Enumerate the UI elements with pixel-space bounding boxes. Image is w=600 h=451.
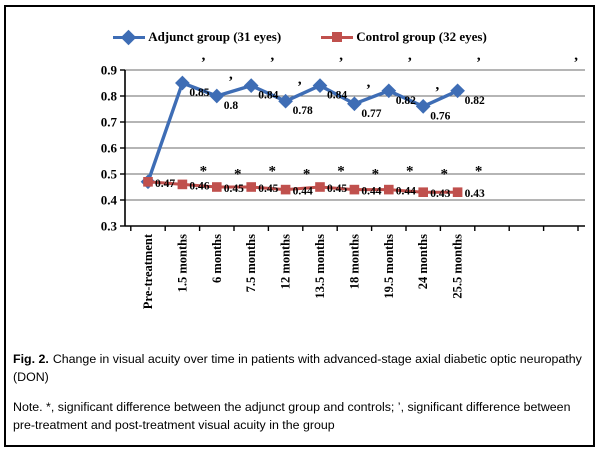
data-label: 0.84 <box>258 90 278 102</box>
x-tick-label: 18 months <box>347 234 361 289</box>
data-label: 0.44 <box>396 186 416 198</box>
significance-apostrophe: ’ <box>339 55 344 71</box>
data-label: 0.84 <box>327 90 347 102</box>
caption-text: Change in visual acuity over time in pat… <box>13 352 582 384</box>
data-label: 0.78 <box>293 105 313 117</box>
data-point-marker <box>143 177 153 187</box>
data-point-marker <box>415 99 431 114</box>
figure-caption: Fig. 2. Change in visual acuity over time… <box>13 351 587 386</box>
data-point-marker <box>246 182 256 192</box>
significance-asterisk: * <box>337 164 345 180</box>
data-point-marker <box>347 96 362 112</box>
legend-label: Adjunct group (31 eyes) <box>148 29 282 44</box>
significance-apostrophe: ’ <box>407 55 412 71</box>
x-tick-label: 13.5 months <box>313 234 327 299</box>
data-label: 0.45 <box>224 183 244 195</box>
caption-label: Fig. 2. <box>13 352 49 366</box>
data-point-marker <box>312 78 328 93</box>
data-point-marker <box>280 184 291 195</box>
significance-asterisk: * <box>234 167 242 183</box>
diamond-marker-icon <box>113 29 146 45</box>
y-tick-label: 0.4 <box>101 193 118 208</box>
square-marker-icon <box>321 32 354 42</box>
data-label: 0.77 <box>361 108 381 120</box>
data-label: 0.44 <box>361 186 381 198</box>
y-tick-label: 0.5 <box>101 167 118 182</box>
significance-asterisk: * <box>303 167 311 183</box>
data-label: 0.76 <box>430 110 450 122</box>
series-line-adjunct <box>146 81 459 183</box>
significance-asterisk: * <box>406 164 414 180</box>
legend-label: Control group (32 eyes) <box>356 29 487 44</box>
line-chart: 0.9 0.8 0.7 0.6 0.5 0.4 0.3 Pre-treatment 1.5 mo… <box>101 55 585 309</box>
x-tick-label: 1.5 months <box>175 234 189 292</box>
data-point-marker <box>315 182 325 192</box>
x-tick-label: 25.5 months <box>451 234 465 299</box>
x-tick-label: 6 months <box>210 234 224 283</box>
legend-item-control: Control group (32 eyes) <box>321 29 487 45</box>
data-label: 0.43 <box>465 188 485 200</box>
data-label: 0.46 <box>189 180 209 192</box>
significance-apostrophe: ’ <box>366 82 371 98</box>
significance-asterisk: * <box>440 167 448 183</box>
y-tick-label: 0.6 <box>101 141 118 156</box>
data-point-marker <box>209 88 225 104</box>
data-label: 0.45 <box>258 183 278 195</box>
x-tick-label: 24 months <box>416 234 430 289</box>
significance-asterisk: * <box>475 164 483 180</box>
significance-apostrophe: ’ <box>574 55 579 71</box>
data-point-marker <box>452 187 463 197</box>
data-label: 0.8 <box>224 100 239 112</box>
figure-note: Note. *, significant difference between … <box>13 400 571 432</box>
data-label: 0.44 <box>293 186 313 198</box>
data-point-marker <box>212 182 222 192</box>
chart-legend: Adjunct group (31 eyes) Control group (32… <box>0 27 600 47</box>
data-point-marker <box>349 184 360 195</box>
data-label: 0.82 <box>396 95 416 107</box>
diamond-shape <box>120 29 137 45</box>
significance-apostrophe: ’ <box>297 79 302 95</box>
significance-asterisk: * <box>268 164 276 180</box>
y-tick-label: 0.3 <box>101 219 118 234</box>
x-tick-label: 12 months <box>279 234 293 289</box>
significance-apostrophe: ’ <box>270 55 275 71</box>
data-label: 0.43 <box>430 188 450 200</box>
significance-asterisk: * <box>372 167 380 183</box>
data-label: 0.47 <box>155 178 175 190</box>
data-point-marker <box>243 78 259 93</box>
y-tick-label: 0.9 <box>101 63 118 78</box>
data-point-marker <box>384 184 394 195</box>
significance-apostrophe: ’ <box>435 84 440 100</box>
significance-apostrophe: ’ <box>201 55 206 71</box>
x-tick-label: 19.5 months <box>382 234 396 299</box>
data-label: 0.45 <box>327 183 347 195</box>
data-point-marker <box>175 75 190 91</box>
y-tick-label: 0.8 <box>101 89 118 104</box>
data-label: 0.82 <box>465 95 485 107</box>
series-line-control <box>147 180 458 194</box>
significance-asterisk: * <box>200 164 208 180</box>
y-tick-label: 0.7 <box>101 115 118 130</box>
data-label: 0.85 <box>189 87 209 99</box>
data-point-marker <box>418 187 428 197</box>
significance-apostrophe: ’ <box>476 55 481 71</box>
data-point-marker <box>177 179 188 190</box>
x-tick-label: Pre-treatment <box>141 233 155 309</box>
legend-item-adjunct: Adjunct group (31 eyes) <box>113 29 281 45</box>
x-tick-label: 7.5 months <box>244 234 258 292</box>
square-shape <box>332 32 343 42</box>
significance-apostrophe: ’ <box>228 74 233 90</box>
